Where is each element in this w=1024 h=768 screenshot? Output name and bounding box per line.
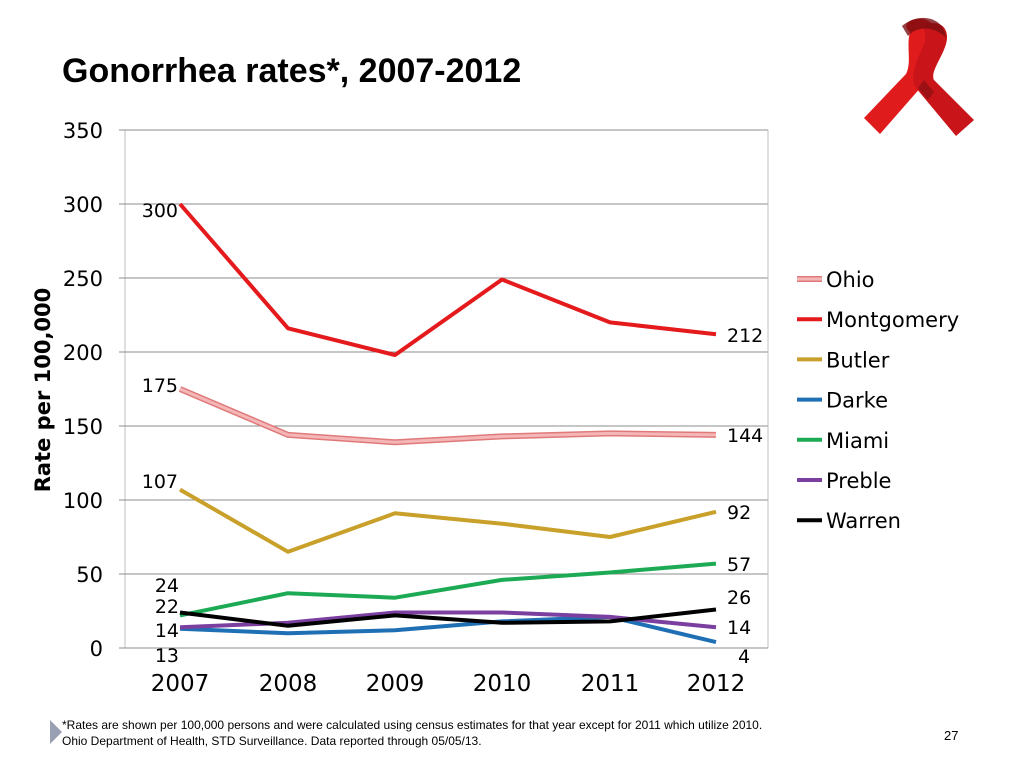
data-label: 26 (727, 587, 751, 609)
red-ribbon-icon (858, 14, 978, 148)
y-tick-labels: 0 50 100 150 200 250 300 350 (63, 119, 103, 661)
x-tick-label: 2008 (259, 671, 318, 697)
legend-label: Darke (826, 389, 888, 413)
legend-label: Butler (826, 348, 890, 372)
data-label: 175 (142, 375, 178, 397)
x-tick-label: 2012 (687, 671, 746, 697)
x-tick-label: 2009 (366, 671, 425, 697)
x-tick-label: 2011 (581, 671, 640, 697)
series-line-miami (179, 561, 717, 618)
data-label: 92 (727, 502, 751, 524)
data-label: 300 (142, 200, 178, 222)
legend-label: Warren (826, 509, 901, 533)
data-label: 144 (727, 425, 763, 447)
y-tick-label: 250 (63, 267, 103, 291)
series-line-warren (179, 607, 717, 628)
series-line-montgomery (178, 202, 717, 357)
data-label: 13 (155, 645, 179, 667)
series-lines (178, 202, 717, 645)
data-label: 212 (727, 325, 763, 347)
legend-label: Montgomery (826, 308, 959, 332)
data-label: 14 (155, 620, 179, 642)
data-label: 22 (155, 596, 179, 618)
footnote: *Rates are shown per 100,000 persons and… (62, 717, 762, 749)
x-tick-label: 2010 (473, 671, 532, 697)
y-tick-label: 0 (90, 637, 103, 661)
data-label: 57 (727, 554, 751, 576)
footnote-arrow-icon (50, 720, 62, 744)
grid-lines (119, 129, 769, 649)
legend-label: Ohio (826, 268, 875, 292)
data-label: 14 (727, 617, 751, 639)
y-tick-label: 150 (63, 415, 103, 439)
page-number: 27 (944, 728, 959, 743)
x-tick-label: 2007 (151, 671, 210, 697)
legend: Ohio Montgomery Butler Darke Miami Preble Warr… (797, 268, 959, 533)
series-line-butler (179, 487, 717, 554)
footnote-line-1: *Rates are shown per 100,000 persons and… (62, 718, 763, 732)
y-axis-label: Rate per 100,000 (31, 288, 55, 493)
legend-label: Preble (826, 469, 891, 493)
y-tick-label: 100 (63, 489, 103, 513)
data-label: 24 (155, 575, 179, 597)
y-tick-label: 350 (63, 119, 103, 143)
x-tick-labels: 2007 2008 2009 2010 2011 2012 (151, 671, 746, 697)
data-label: 107 (142, 471, 178, 493)
y-tick-label: 300 (63, 193, 103, 217)
footnote-line-2: Ohio Department of Health, STD Surveilla… (62, 734, 482, 748)
y-tick-label: 200 (63, 341, 103, 365)
y-tick-label: 50 (76, 563, 103, 587)
slide-title: Gonorrhea rates*, 2007-2012 (62, 52, 522, 90)
series-line-ohio (179, 387, 717, 444)
legend-label: Miami (826, 429, 889, 453)
data-label: 4 (738, 646, 750, 668)
